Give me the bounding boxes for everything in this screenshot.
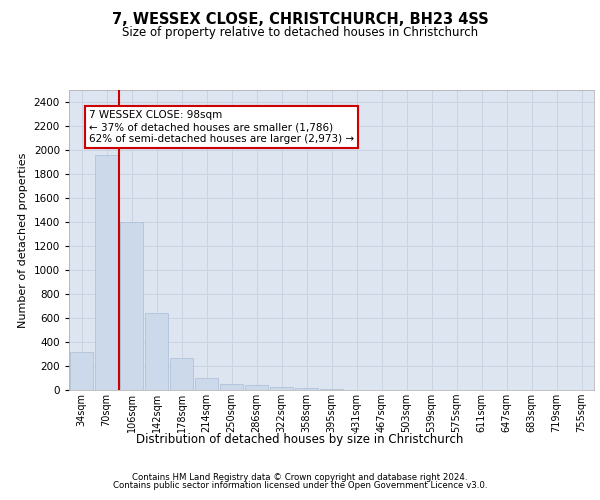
Bar bbox=[120, 222, 143, 390]
Bar bbox=[295, 388, 318, 390]
Text: Size of property relative to detached houses in Christchurch: Size of property relative to detached ho… bbox=[122, 26, 478, 39]
Bar bbox=[170, 358, 193, 390]
Bar bbox=[95, 155, 118, 390]
Text: Contains HM Land Registry data © Crown copyright and database right 2024.: Contains HM Land Registry data © Crown c… bbox=[132, 472, 468, 482]
Text: Contains public sector information licensed under the Open Government Licence v3: Contains public sector information licen… bbox=[113, 481, 487, 490]
Y-axis label: Number of detached properties: Number of detached properties bbox=[18, 152, 28, 328]
Bar bbox=[70, 352, 93, 390]
Bar bbox=[195, 378, 218, 390]
Bar bbox=[220, 384, 243, 390]
Text: 7, WESSEX CLOSE, CHRISTCHURCH, BH23 4SS: 7, WESSEX CLOSE, CHRISTCHURCH, BH23 4SS bbox=[112, 12, 488, 28]
Text: Distribution of detached houses by size in Christchurch: Distribution of detached houses by size … bbox=[136, 432, 464, 446]
Bar bbox=[145, 313, 168, 390]
Bar bbox=[245, 385, 268, 390]
Bar bbox=[270, 387, 293, 390]
Text: 7 WESSEX CLOSE: 98sqm
← 37% of detached houses are smaller (1,786)
62% of semi-d: 7 WESSEX CLOSE: 98sqm ← 37% of detached … bbox=[89, 110, 354, 144]
